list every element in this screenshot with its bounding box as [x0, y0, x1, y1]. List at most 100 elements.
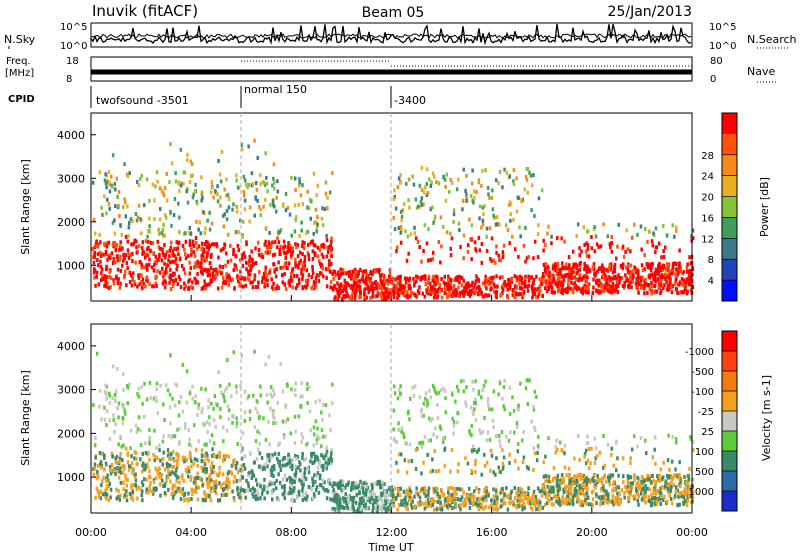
range-gate-cell: [162, 274, 165, 279]
range-gate-cell: [395, 288, 398, 293]
range-gate-cell: [421, 440, 425, 445]
range-gate-cell: [313, 252, 316, 257]
range-gate-cell: [532, 277, 536, 282]
range-gate-cell: [156, 411, 160, 416]
range-gate-cell: [443, 177, 447, 182]
range-gate-cell: [431, 457, 434, 462]
range-gate-cell: [318, 476, 322, 481]
range-gate-cell: [436, 402, 439, 407]
range-gate-cell: [259, 182, 262, 186]
range-gate-cell: [414, 448, 418, 452]
range-gate-cell: [218, 172, 222, 177]
range-gate-cell: [516, 441, 520, 446]
range-gate-cell: [220, 493, 224, 498]
range-gate-cell: [639, 275, 643, 280]
range-gate-cell: [235, 254, 238, 259]
range-gate-cell: [540, 281, 544, 286]
range-gate-cell: [168, 392, 172, 397]
range-gate-cell: [139, 486, 142, 491]
range-gate-cell: [503, 501, 507, 506]
range-gate-cell: [109, 275, 113, 280]
range-gate-cell: [507, 282, 510, 287]
range-gate-cell: [505, 170, 509, 175]
range-gate-cell: [608, 482, 611, 487]
range-gate-cell: [143, 414, 146, 419]
range-gate-cell: [204, 226, 207, 231]
range-gate-cell: [409, 291, 413, 295]
range-gate-cell: [552, 273, 555, 278]
range-gate-cell: [407, 177, 411, 182]
range-gate-cell: [393, 438, 397, 443]
range-gate-cell: [108, 189, 112, 194]
range-gate-cell: [566, 501, 569, 506]
range-gate-cell: [601, 289, 605, 294]
range-gate-cell: [137, 183, 141, 188]
range-gate-cell: [288, 243, 291, 248]
range-gate-cell: [107, 240, 111, 245]
freq-tick-top: 18: [66, 56, 79, 67]
range-gate-cell: [611, 482, 615, 487]
range-gate-cell: [526, 496, 529, 501]
range-gate-cell: [273, 240, 277, 245]
range-gate-cell: [590, 235, 593, 239]
range-gate-cell: [395, 249, 398, 254]
range-gate-cell: [368, 491, 372, 496]
range-gate-cell: [352, 481, 355, 486]
range-gate-cell: [247, 481, 250, 486]
range-gate-cell: [603, 496, 606, 501]
range-gate-cell: [578, 267, 581, 272]
range-gate-cell: [543, 279, 546, 284]
range-gate-cell: [400, 426, 404, 431]
range-gate-cell: [225, 428, 229, 433]
range-gate-cell: [104, 276, 107, 281]
range-gate-cell: [294, 429, 297, 434]
range-gate-cell: [207, 240, 210, 245]
range-gate-cell: [556, 447, 559, 452]
range-gate-cell: [634, 281, 638, 286]
range-gate-cell: [96, 472, 99, 477]
range-gate-cell: [621, 284, 625, 288]
range-gate-cell: [253, 425, 256, 430]
range-gate-cell: [531, 495, 534, 500]
range-gate-cell: [199, 476, 202, 481]
range-gate-cell: [263, 182, 267, 187]
range-gate-cell: [657, 489, 660, 493]
range-gate-cell: [405, 294, 408, 299]
range-gate-cell: [507, 438, 511, 443]
range-gate-cell: [325, 466, 329, 471]
range-gate-cell: [499, 258, 502, 263]
range-gate-cell: [593, 225, 596, 230]
range-gate-cell: [424, 391, 428, 396]
range-gate-cell: [400, 429, 403, 434]
range-gate-cell: [133, 279, 136, 284]
range-gate-cell: [670, 475, 673, 480]
range-gate-cell: [113, 181, 117, 186]
range-gate-cell: [134, 475, 137, 480]
range-gate-cell: [688, 490, 691, 495]
range-gate-cell: [318, 459, 321, 464]
range-gate-cell: [331, 272, 334, 277]
range-gate-cell: [235, 466, 238, 471]
range-gate-cell: [667, 475, 671, 480]
range-gate-cell: [624, 273, 627, 278]
range-gate-cell: [613, 487, 616, 491]
range-gate-cell: [570, 267, 573, 272]
range-gate-cell: [619, 499, 622, 504]
range-gate-cell: [219, 179, 223, 184]
range-gate-cell: [314, 284, 317, 289]
range-gate-cell: [559, 270, 562, 274]
range-gate-cell: [243, 489, 246, 494]
range-gate-cell: [426, 492, 430, 497]
range-gate-cell: [465, 195, 468, 200]
range-gate-cell: [223, 212, 226, 217]
range-gate-cell: [312, 231, 315, 236]
range-gate-cell: [259, 213, 262, 218]
range-gate-cell: [369, 276, 372, 281]
range-gate-cell: [544, 267, 547, 272]
range-gate-cell: [306, 387, 309, 391]
range-gate-cell: [150, 265, 154, 270]
range-gate-cell: [277, 451, 281, 456]
range-gate-cell: [93, 231, 97, 236]
range-gate-cell: [175, 240, 178, 245]
range-gate-cell: [349, 507, 353, 511]
